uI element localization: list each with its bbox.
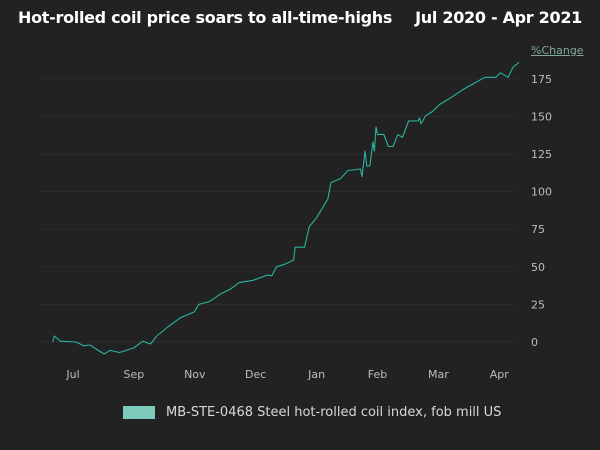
y-tick-label: 125 <box>531 148 552 161</box>
y-tick-label: 100 <box>531 186 552 199</box>
y-tick-label: 0 <box>531 336 538 349</box>
chart-title: Hot-rolled coil price soars to all-time-… <box>18 8 393 27</box>
y-axis-label: %Change <box>531 44 584 57</box>
x-tick-label: Feb <box>368 368 387 381</box>
legend-swatch <box>123 406 155 419</box>
y-tick-label: 75 <box>531 223 545 236</box>
y-tick-label: 150 <box>531 110 552 123</box>
x-tick-label: Dec <box>245 368 266 381</box>
x-tick-label: Mar <box>428 368 449 381</box>
legend-label: MB-STE-0468 Steel hot-rolled coil index,… <box>166 405 502 420</box>
y-tick-label: 50 <box>531 261 545 274</box>
x-tick-label: Jul <box>65 368 79 381</box>
y-tick-label: 175 <box>531 73 552 86</box>
x-tick-label: Sep <box>124 368 145 381</box>
x-tick-label: Nov <box>184 368 206 381</box>
legend: MB-STE-0468 Steel hot-rolled coil index,… <box>123 405 501 420</box>
x-tick-label: Jan <box>307 368 325 381</box>
chart-date-range: Jul 2020 - Apr 2021 <box>415 8 582 27</box>
y-tick-label: 25 <box>531 298 545 311</box>
series-line <box>52 61 520 355</box>
x-tick-label: Apr <box>490 368 510 381</box>
